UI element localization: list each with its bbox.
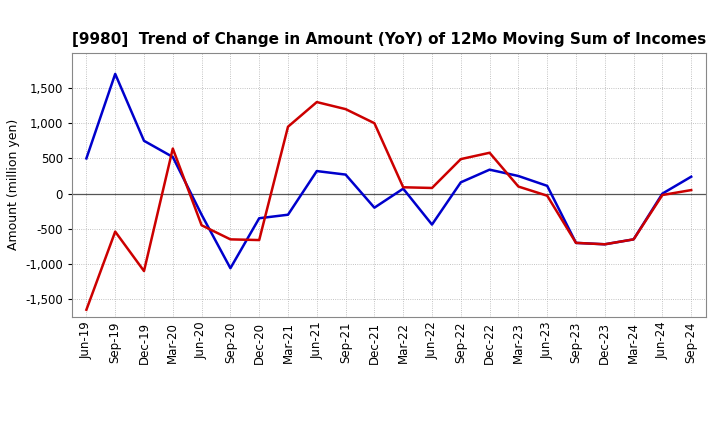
Ordinary Income (514, 173, 523, 179)
Net Income (312, 99, 321, 105)
Ordinary Income (341, 172, 350, 177)
Ordinary Income (82, 156, 91, 161)
Net Income (428, 185, 436, 191)
Net Income (687, 187, 696, 193)
Ordinary Income (168, 154, 177, 160)
Net Income (284, 124, 292, 129)
Ordinary Income (197, 212, 206, 217)
Net Income (82, 307, 91, 312)
Net Income (543, 193, 552, 198)
Ordinary Income (111, 71, 120, 77)
Net Income (226, 237, 235, 242)
Net Income (485, 150, 494, 155)
Ordinary Income (312, 169, 321, 174)
Title: [9980]  Trend of Change in Amount (YoY) of 12Mo Moving Sum of Incomes: [9980] Trend of Change in Amount (YoY) o… (72, 33, 706, 48)
Ordinary Income (140, 138, 148, 143)
Ordinary Income (456, 180, 465, 185)
Ordinary Income (284, 212, 292, 217)
Net Income (370, 121, 379, 126)
Net Income (658, 192, 667, 198)
Ordinary Income (687, 174, 696, 180)
Ordinary Income (485, 167, 494, 172)
Ordinary Income (543, 183, 552, 188)
Ordinary Income (572, 240, 580, 246)
Ordinary Income (226, 266, 235, 271)
Net Income (168, 146, 177, 151)
Ordinary Income (370, 205, 379, 210)
Net Income (514, 184, 523, 189)
Ordinary Income (658, 191, 667, 196)
Net Income (572, 240, 580, 246)
Net Income (197, 223, 206, 228)
Ordinary Income (428, 222, 436, 227)
Ordinary Income (600, 242, 609, 247)
Net Income (140, 268, 148, 274)
Ordinary Income (629, 237, 638, 242)
Net Income (399, 185, 408, 190)
Line: Net Income: Net Income (86, 102, 691, 310)
Ordinary Income (255, 216, 264, 221)
Line: Ordinary Income: Ordinary Income (86, 74, 691, 268)
Net Income (111, 229, 120, 234)
Net Income (456, 157, 465, 162)
Net Income (255, 238, 264, 243)
Y-axis label: Amount (million yen): Amount (million yen) (6, 119, 19, 250)
Ordinary Income (399, 186, 408, 191)
Net Income (600, 242, 609, 247)
Net Income (341, 106, 350, 112)
Net Income (629, 237, 638, 242)
